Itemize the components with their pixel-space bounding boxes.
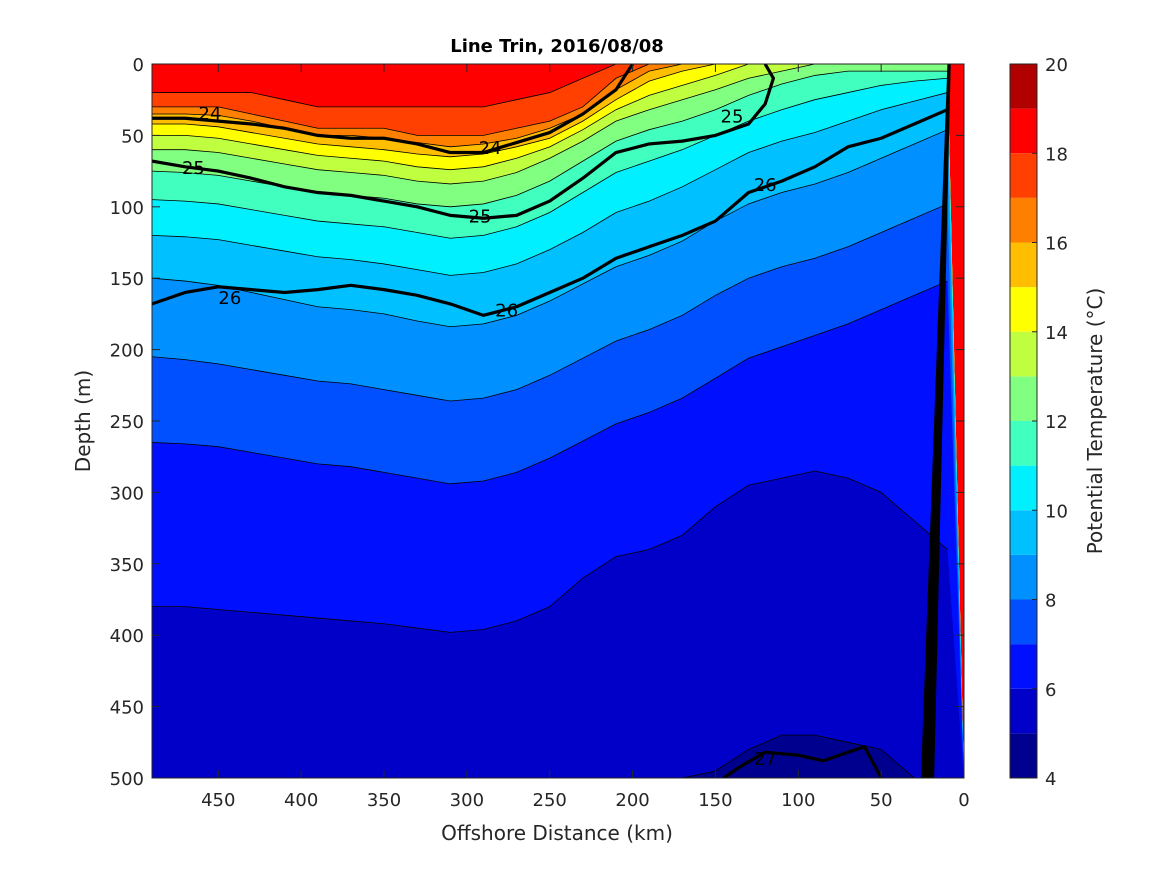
y-tick-label-300: 300 — [110, 483, 144, 504]
x-tick-label-50: 50 — [870, 790, 893, 811]
colorbar-level-10 — [1010, 465, 1037, 511]
isotherm-line-17 — [152, 64, 948, 136]
colorbar-level-11 — [1010, 421, 1037, 466]
contour-label-0: 24 — [199, 104, 222, 125]
contour-label-1: 24 — [479, 138, 502, 159]
field-band-6 — [152, 470, 964, 778]
x-tick-label-200: 200 — [615, 790, 649, 811]
colorbar-tick-label-12: 12 — [1045, 412, 1068, 433]
contour-label-7: 26 — [495, 301, 518, 322]
contour-label-4: 25 — [469, 206, 492, 227]
bathymetry — [920, 64, 951, 778]
colorbar-level-13 — [1010, 331, 1037, 377]
y-tick-label-450: 450 — [110, 698, 144, 719]
contour-label-3: 25 — [182, 158, 205, 179]
bathymetry-wedge — [920, 64, 951, 778]
chart-title: Line Trin, 2016/08/08 — [450, 36, 664, 57]
colorbar-level-7 — [1010, 599, 1037, 645]
isotherm-line-9 — [152, 129, 948, 328]
colorbar-level-4 — [1010, 733, 1037, 778]
colorbar-tick-label-16: 16 — [1045, 234, 1068, 255]
y-axis-label: Depth (m) — [71, 370, 95, 472]
contour-labels: 24 24 25 25 25 26 26 26 27 — [182, 104, 777, 770]
x-tick-label-300: 300 — [450, 790, 484, 811]
isotherm-line-8 — [152, 203, 948, 402]
colorbar-level-16 — [1010, 197, 1037, 243]
density-contours — [152, 64, 949, 778]
isotherm-line-13 — [152, 64, 948, 185]
isotherm-line-10 — [152, 92, 948, 276]
y-tick-label-200: 200 — [110, 341, 144, 362]
isotherm-line-5 — [152, 734, 948, 778]
density-contour-24 — [152, 64, 634, 155]
colorbar-level-5 — [1010, 688, 1037, 734]
x-tick-label-350: 350 — [367, 790, 401, 811]
temperature-field — [152, 64, 964, 778]
y-tick-label-0: 0 — [133, 55, 144, 76]
colorbar: 4 6 8 10 12 14 16 18 20 — [1009, 55, 1068, 790]
colorbar-tick-label-8: 8 — [1045, 591, 1056, 612]
colorbar-level-12 — [1010, 376, 1037, 421]
isotherm-line-14 — [152, 64, 948, 171]
colorbar-tick-label-6: 6 — [1045, 680, 1056, 701]
contour-label-6: 26 — [218, 288, 241, 309]
density-contour-27 — [722, 744, 883, 778]
colorbar-tick-label-14: 14 — [1045, 323, 1068, 344]
colorbar-tick-label-4: 4 — [1045, 769, 1056, 790]
colorbar-tick-label-10: 10 — [1045, 501, 1068, 522]
colorbar-tick-label-20: 20 — [1045, 55, 1068, 76]
x-tick-label-0: 0 — [958, 790, 969, 811]
x-axis: 450 400 350 300 250 200 150 100 50 0 — [201, 64, 970, 811]
y-tick-label-350: 350 — [110, 555, 144, 576]
colorbar-tick-label-18: 18 — [1045, 144, 1068, 165]
colorbar-level-9 — [1010, 510, 1037, 555]
x-tick-label-400: 400 — [284, 790, 318, 811]
field-band-5 — [152, 735, 948, 778]
colorbar-level-17 — [1010, 153, 1037, 198]
x-tick-label-450: 450 — [201, 790, 235, 811]
density-contour-25 — [152, 64, 776, 220]
isotherm-line-7 — [152, 280, 948, 485]
colorbar-level-14 — [1010, 287, 1037, 332]
x-tick-label-250: 250 — [533, 790, 567, 811]
contour-label-2: 25 — [721, 106, 744, 127]
y-tick-label-500: 500 — [110, 769, 144, 790]
y-tick-label-150: 150 — [110, 269, 144, 290]
y-tick-label-50: 50 — [121, 126, 144, 147]
isotherm-line-11 — [152, 77, 948, 239]
isotherm-line-6 — [152, 470, 948, 633]
y-tick-label-250: 250 — [110, 412, 144, 433]
isotherm-line-18 — [152, 64, 948, 108]
y-axis: 0 50 100 150 200 250 300 350 400 450 500 — [110, 55, 964, 790]
x-tick-label-100: 100 — [781, 790, 815, 811]
x-tick-label-150: 150 — [698, 790, 732, 811]
isotherm-line-15 — [152, 64, 948, 158]
colorbar-level-15 — [1010, 242, 1037, 288]
contour-label-8: 27 — [754, 749, 777, 770]
colorbar-level-8 — [1010, 554, 1037, 600]
x-axis-label: Offshore Distance (km) — [441, 821, 673, 845]
colorbar-label: Potential Temperature (°C) — [1083, 288, 1107, 555]
y-tick-label-400: 400 — [110, 626, 144, 647]
colorbar-level-6 — [1010, 644, 1037, 689]
y-tick-label-100: 100 — [110, 198, 144, 219]
colorbar-level-19 — [1010, 64, 1037, 109]
density-contour-26 — [152, 108, 949, 317]
contour-label-5: 26 — [754, 175, 777, 196]
colorbar-level-18 — [1010, 108, 1037, 154]
